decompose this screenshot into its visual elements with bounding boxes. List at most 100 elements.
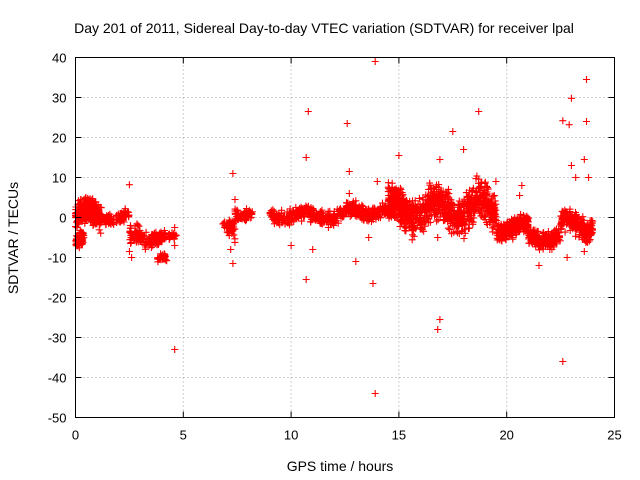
data-point — [343, 203, 350, 211]
data-point — [475, 175, 483, 183]
data-point — [88, 198, 96, 206]
data-point — [569, 221, 577, 229]
y-tick-label: -20 — [48, 291, 67, 306]
data-point — [491, 215, 499, 223]
data-point — [469, 220, 477, 228]
y-tick-label: -10 — [48, 251, 67, 266]
data-point — [580, 216, 588, 224]
data-point — [90, 202, 98, 210]
data-point — [374, 210, 382, 218]
data-point — [285, 210, 293, 218]
data-point — [575, 224, 583, 232]
data-point — [95, 226, 103, 234]
data-point — [142, 240, 150, 248]
data-point — [418, 226, 426, 234]
data-point — [97, 229, 105, 237]
data-point — [466, 186, 474, 194]
data-point — [519, 212, 527, 219]
x-axis-label: GPS time / hours — [287, 458, 394, 474]
data-point — [125, 181, 133, 189]
data-point — [395, 152, 403, 159]
data-point — [539, 229, 547, 237]
data-point — [360, 211, 368, 219]
data-point — [73, 242, 81, 250]
data-point — [351, 203, 359, 211]
data-point — [225, 216, 233, 224]
data-point — [581, 234, 588, 242]
data-point — [460, 235, 468, 242]
data-point — [588, 219, 595, 227]
data-point — [316, 208, 324, 216]
data-point — [406, 197, 414, 205]
data-point — [434, 208, 442, 216]
data-point — [572, 174, 580, 181]
data-point — [110, 220, 118, 228]
data-point — [489, 192, 497, 200]
data-point — [152, 228, 160, 236]
data-point — [498, 237, 506, 245]
data-point — [483, 190, 491, 198]
data-point — [421, 199, 429, 207]
data-point — [461, 229, 469, 237]
data-point — [397, 216, 405, 224]
data-point — [583, 76, 590, 83]
data-point — [563, 220, 571, 228]
data-point — [390, 194, 398, 202]
x-tick-label: 20 — [499, 428, 513, 443]
data-point — [279, 212, 287, 220]
data-point — [248, 210, 256, 218]
data-point — [231, 235, 239, 243]
data-point — [566, 227, 574, 234]
data-point — [345, 168, 353, 175]
data-point — [298, 210, 306, 218]
data-point — [436, 316, 444, 323]
data-point — [103, 213, 111, 221]
data-point — [93, 215, 101, 223]
data-point — [373, 178, 381, 185]
data-point — [499, 232, 507, 240]
data-point — [309, 211, 317, 219]
data-point — [404, 211, 412, 218]
data-point — [395, 202, 403, 210]
data-point — [546, 240, 554, 248]
data-point — [128, 254, 136, 261]
y-tick-label: -30 — [48, 331, 67, 346]
chart-title: Day 201 of 2011, Sidereal Day-to-day VTE… — [74, 20, 574, 36]
data-point — [477, 192, 485, 200]
data-point — [346, 207, 354, 215]
data-point — [455, 230, 463, 238]
data-point — [384, 201, 392, 209]
data-point — [134, 221, 142, 229]
x-tick-label: 15 — [392, 428, 406, 443]
data-point — [114, 216, 122, 223]
data-point — [516, 192, 524, 199]
data-point — [292, 203, 300, 211]
data-point — [402, 203, 410, 211]
y-tick-label: 30 — [52, 91, 66, 106]
data-point — [553, 237, 561, 245]
data-point — [231, 196, 239, 203]
data-point — [521, 215, 529, 223]
data-point — [486, 209, 494, 217]
data-point — [467, 214, 475, 222]
plot-frame — [75, 57, 615, 418]
data-point — [473, 201, 481, 209]
data-point — [284, 214, 292, 222]
data-point — [447, 201, 455, 209]
data-point — [136, 232, 144, 240]
data-point — [142, 228, 150, 236]
data-point — [229, 170, 237, 177]
data-point — [108, 219, 116, 227]
data-point — [565, 121, 573, 129]
data-point — [563, 254, 571, 261]
data-point — [302, 276, 310, 283]
data-point — [309, 246, 317, 253]
data-point — [480, 201, 488, 209]
data-point — [476, 185, 484, 193]
data-point — [512, 229, 519, 237]
data-point — [447, 205, 455, 213]
data-point — [378, 205, 386, 213]
data-point — [244, 213, 251, 220]
data-point — [229, 260, 237, 267]
